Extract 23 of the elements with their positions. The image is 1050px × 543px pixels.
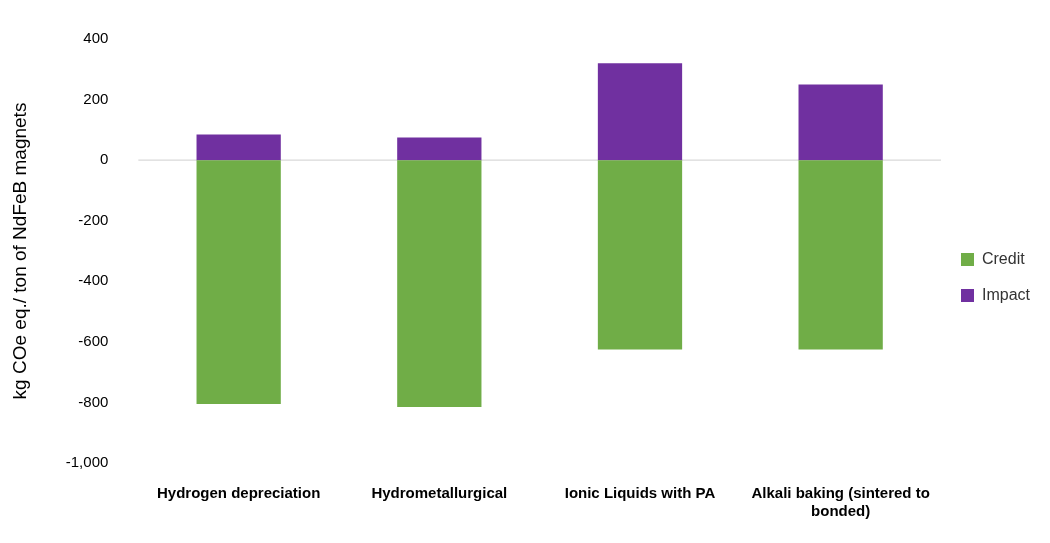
bar: [798, 160, 883, 350]
bar: [597, 63, 683, 161]
bar: [196, 160, 281, 404]
bar: [798, 84, 883, 161]
y-tick-label: -200: [78, 210, 109, 228]
legend-label: Credit: [981, 249, 1026, 267]
bar: [196, 134, 281, 161]
y-tick-label: 400: [83, 29, 109, 47]
x-tick-label: Hydrometallurgical: [371, 484, 508, 502]
bar: [597, 160, 683, 350]
y-tick-label: -400: [78, 271, 109, 289]
bar: [397, 137, 482, 161]
y-tick-label: -1,000: [65, 453, 109, 471]
x-tick-label: Alkali baking (sintered to bonded): [751, 484, 930, 520]
x-tick-label: Ionic Liquids with PA: [564, 484, 716, 502]
x-tick-label: Hydrogen depreciation: [156, 484, 321, 502]
legend-label: Impact: [981, 285, 1031, 303]
y-tick-label: 0: [99, 150, 109, 168]
y-tick-label: -800: [78, 392, 109, 410]
bar: [397, 160, 482, 407]
y-axis-title: kg COe eq./ ton of NdFeB magnets: [8, 102, 30, 400]
y-tick-label: 200: [83, 89, 109, 107]
y-tick-label: -600: [78, 332, 109, 349]
